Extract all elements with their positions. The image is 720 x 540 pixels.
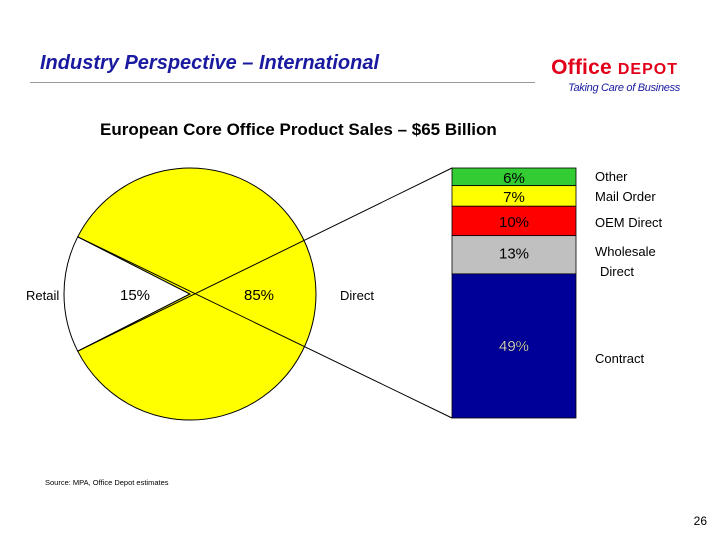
logo-word-depot: DEPOT (617, 61, 678, 78)
pie-slice-retail (63, 236, 192, 352)
connector-line-bottom (77, 236, 453, 419)
bar-value-label-mail-order: 7% (503, 189, 525, 206)
bar-category-label-mail-order: Mail Order (595, 189, 656, 204)
bar-category-label-wholesale-direct-line2: Direct (600, 264, 634, 279)
bar-category-label-other: Other (595, 169, 628, 184)
logo-tagline: Taking Care of Business (568, 82, 680, 94)
bar-category-label-oem-direct: OEM Direct (595, 215, 663, 230)
title-divider (30, 82, 535, 83)
bar-value-label-contract: 49% (499, 338, 529, 355)
bar-value-label-oem-direct: 10% (499, 214, 529, 231)
source-note: Source: MPA, Office Depot estimates (45, 478, 169, 487)
bar-segment-oem-direct (451, 205, 577, 237)
logo-word-office: Office (551, 56, 612, 79)
chart-title: European Core Office Product Sales – $65… (100, 120, 497, 139)
slide-title: Industry Perspective – International (40, 52, 379, 74)
pie-category-label-retail: Retail (26, 288, 59, 303)
page-number: 26 (693, 514, 707, 528)
pie-category-label-direct: Direct (340, 288, 374, 303)
pie-value-label-retail: 15% (120, 287, 150, 304)
bar-category-label-contract: Contract (595, 351, 645, 366)
bar-segment-wholesale-direct (451, 235, 577, 275)
bar-segment-contract (451, 273, 577, 419)
connector-line-top (77, 167, 453, 352)
office-depot-logo: Office DEPOT Taking Care of Business (522, 56, 702, 104)
pie-value-label-direct: 85% (244, 287, 274, 304)
bar-category-label-wholesale-direct-line1: Wholesale (595, 244, 656, 259)
bar-value-label-other: 6% (503, 170, 525, 187)
bar-value-label-wholesale-direct: 13% (499, 246, 529, 263)
logo-wordmark: Office DEPOT (551, 56, 678, 80)
